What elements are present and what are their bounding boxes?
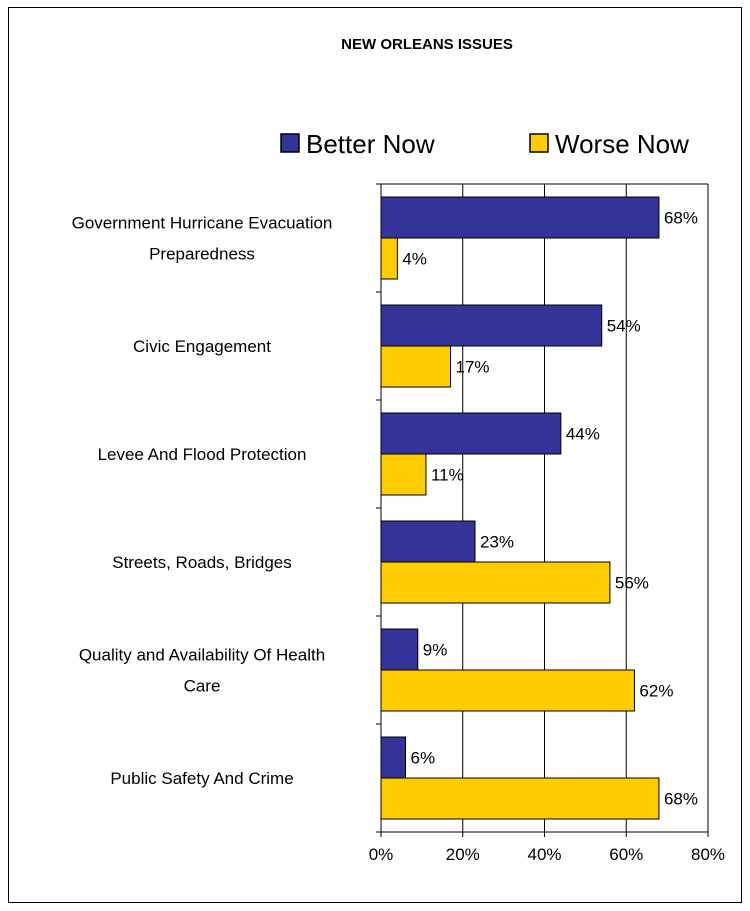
chart-frame	[8, 7, 742, 903]
category-label: Government Hurricane Evacuation	[72, 214, 333, 233]
data-label: 62%	[639, 682, 673, 701]
data-label: 9%	[423, 641, 448, 660]
bar	[380, 345, 451, 388]
bar	[380, 628, 419, 671]
bar	[380, 561, 611, 604]
bar	[380, 736, 407, 779]
bar	[380, 669, 635, 712]
bar	[380, 453, 427, 496]
category-label: Streets, Roads, Bridges	[112, 553, 292, 572]
chart-title: NEW ORLEANS ISSUES	[341, 36, 513, 53]
category-label: Preparedness	[149, 245, 255, 264]
legend-swatch	[280, 133, 300, 153]
legend: Better Now Worse Now	[280, 129, 689, 159]
x-tick-label: 80%	[691, 845, 725, 864]
data-label: 17%	[455, 358, 489, 377]
x-tick-label: 40%	[527, 845, 561, 864]
bar	[380, 777, 660, 820]
data-label: 4%	[402, 250, 427, 269]
x-tick-label: 60%	[609, 845, 643, 864]
data-label: 11%	[431, 466, 464, 485]
category-label: Civic Engagement	[133, 337, 271, 356]
legend-swatch	[529, 133, 549, 153]
x-tick-label: 20%	[446, 845, 480, 864]
data-label: 6%	[411, 749, 436, 768]
plot-area: 0% 20% 40% 60% 80% 68% 4% Government Hurricane …	[72, 183, 725, 864]
category-label: Public Safety And Crime	[110, 769, 293, 788]
bar	[380, 412, 562, 455]
category-label: Quality and Availability Of Health	[79, 646, 325, 665]
bar	[380, 304, 603, 347]
data-label: 54%	[607, 317, 641, 336]
bar	[380, 196, 660, 239]
data-label: 68%	[664, 209, 698, 228]
x-tick-label: 0%	[369, 845, 394, 864]
data-label: 68%	[664, 790, 698, 809]
legend-label: Better Now	[306, 129, 435, 159]
data-label: 56%	[615, 574, 649, 593]
category-label: Care	[184, 677, 221, 696]
data-label: 44%	[566, 425, 600, 444]
category-label: Levee And Flood Protection	[98, 445, 307, 464]
data-label: 23%	[480, 533, 514, 552]
bar	[380, 520, 476, 563]
legend-label: Worse Now	[555, 129, 689, 159]
bar	[380, 237, 398, 280]
